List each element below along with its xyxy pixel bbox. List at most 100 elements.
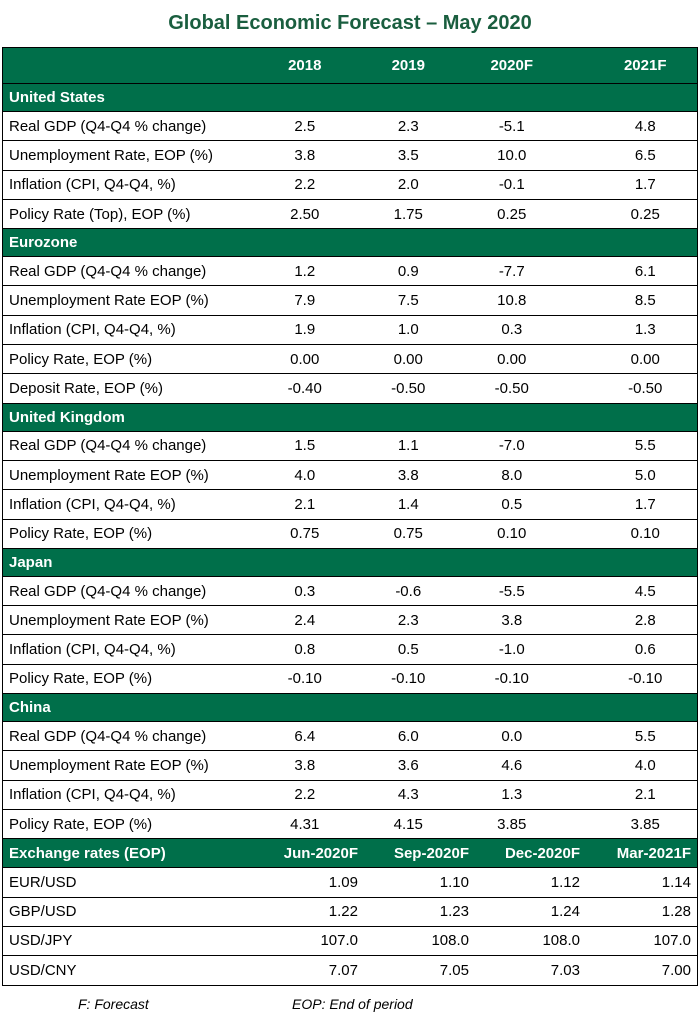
fx-period: Dec-2020F [504, 844, 580, 862]
row-value: 0.00 [290, 350, 320, 368]
row-value: 6.1 [634, 262, 656, 280]
row-value: 1.1 [397, 437, 419, 455]
row-label: Unemployment Rate EOP (%) [9, 292, 209, 310]
row-value: -1.0 [498, 641, 525, 659]
fx-row: USD/CNY 7.07 7.05 7.03 7.00 [3, 956, 697, 985]
row-value: 7.5 [397, 292, 419, 310]
row-value: 0.10 [497, 525, 527, 543]
row-value: -0.6 [395, 582, 422, 600]
row-label: Unemployment Rate EOP (%) [9, 466, 209, 484]
fx-row: EUR/USD 1.09 1.10 1.12 1.14 [3, 868, 697, 898]
row-value: -5.5 [498, 582, 525, 600]
row-value: 2.2 [294, 786, 316, 804]
fx-pair: GBP/USD [9, 903, 77, 921]
row-value: 3.8 [397, 466, 419, 484]
row-value: 3.6 [397, 756, 419, 774]
fx-value: 7.07 [328, 962, 358, 980]
row-value: -0.10 [287, 670, 322, 688]
row-value: 1.5 [294, 437, 316, 455]
table-row: Unemployment Rate EOP (%) 2.4 2.3 3.8 2.8 [3, 606, 697, 636]
table-row: Policy Rate, EOP (%) -0.10 -0.10 -0.10 -0.10 [3, 665, 697, 695]
section-name: United Kingdom [9, 408, 125, 426]
table-row: Real GDP (Q4-Q4 % change) 1.2 0.9 -7.7 6.1 [3, 257, 697, 287]
row-value: 2.8 [634, 611, 656, 629]
section-name: Eurozone [9, 234, 78, 252]
row-label: Inflation (CPI, Q4-Q4, %) [9, 495, 176, 513]
table-row: Inflation (CPI, Q4-Q4, %) 2.2 2.0 -0.1 1.7 [3, 171, 697, 200]
row-label: Unemployment Rate, EOP (%) [9, 146, 213, 164]
row-value: 2.3 [397, 611, 419, 629]
row-value: 4.3 [397, 786, 419, 804]
row-label: Policy Rate, EOP (%) [9, 670, 153, 688]
fx-row: GBP/USD 1.22 1.23 1.24 1.28 [3, 898, 697, 927]
table-row: Unemployment Rate, EOP (%) 3.8 3.5 10.0 6.5 [3, 141, 697, 171]
table-row: Inflation (CPI, Q4-Q4, %) 0.8 0.5 -1.0 0.6 [3, 635, 697, 665]
table-row: Inflation (CPI, Q4-Q4, %) 2.1 1.4 0.5 1.7 [3, 490, 697, 520]
row-value: 0.3 [501, 321, 523, 339]
row-value: 1.7 [634, 495, 656, 513]
table-row: Real GDP (Q4-Q4 % change) 6.4 6.0 0.0 5.5 [3, 722, 697, 752]
row-label: Policy Rate, EOP (%) [9, 525, 153, 543]
row-value: 0.8 [294, 641, 316, 659]
fx-value: 1.14 [661, 873, 691, 891]
row-label: Real GDP (Q4-Q4 % change) [9, 437, 207, 455]
row-value: 0.00 [630, 350, 660, 368]
row-value: 2.1 [294, 495, 316, 513]
row-value: 1.3 [634, 321, 656, 339]
row-value: 4.5 [634, 582, 656, 600]
fx-value: 1.24 [550, 903, 580, 921]
table-row: Policy Rate, EOP (%) 4.31 4.15 3.85 3.85 [3, 810, 697, 840]
row-value: 1.3 [501, 786, 523, 804]
row-value: 6.5 [634, 146, 656, 164]
row-label: Unemployment Rate EOP (%) [9, 611, 209, 629]
row-value: 0.9 [397, 262, 419, 280]
fx-period: Sep-2020F [393, 844, 469, 862]
row-value: 6.0 [397, 727, 419, 745]
section-name: China [9, 699, 51, 717]
table-row: Unemployment Rate EOP (%) 4.0 3.8 8.0 5.0 [3, 461, 697, 491]
row-value: 2.50 [290, 205, 320, 223]
fx-value: 1.10 [439, 873, 469, 891]
row-value: 2.1 [634, 786, 656, 804]
fx-value: 108.0 [542, 932, 580, 950]
fx-value: 1.23 [439, 903, 469, 921]
table-row: Real GDP (Q4-Q4 % change) 1.5 1.1 -7.0 5.5 [3, 432, 697, 461]
section-header-row: Japan [3, 548, 697, 577]
header-year: 2018 [288, 57, 322, 74]
row-value: -0.10 [628, 670, 663, 688]
fx-row: USD/JPY 107.0 108.0 108.0 107.0 [3, 927, 697, 957]
row-label: Policy Rate, EOP (%) [9, 350, 153, 368]
row-value: -0.50 [628, 380, 663, 398]
row-value: 4.0 [634, 756, 656, 774]
row-value: 3.8 [294, 146, 316, 164]
row-value: 1.0 [397, 321, 419, 339]
row-value: 3.5 [397, 146, 419, 164]
row-value: 2.5 [294, 117, 316, 135]
section-header-row: Eurozone [3, 229, 697, 258]
row-value: 2.0 [397, 176, 419, 194]
row-value: 4.31 [290, 815, 320, 833]
row-value: 1.75 [393, 205, 423, 223]
row-value: 0.25 [497, 205, 527, 223]
row-value: -7.7 [498, 262, 525, 280]
fx-pair: USD/JPY [9, 932, 73, 950]
row-value: 6.4 [294, 727, 316, 745]
row-value: 7.9 [294, 292, 316, 310]
fx-period: Mar-2021F [616, 844, 691, 862]
fx-value: 107.0 [320, 932, 358, 950]
row-label: Inflation (CPI, Q4-Q4, %) [9, 176, 176, 194]
section-name: United States [9, 89, 105, 106]
row-value: 10.8 [497, 292, 527, 310]
row-value: 8.5 [634, 292, 656, 310]
row-value: 0.5 [397, 641, 419, 659]
table-row: Policy Rate, EOP (%) 0.75 0.75 0.10 0.10 [3, 520, 697, 549]
header-year: 2019 [391, 57, 425, 74]
row-value: 5.5 [634, 727, 656, 745]
fx-label: Exchange rates (EOP) [9, 844, 166, 862]
table-row: Policy Rate (Top), EOP (%) 2.50 1.75 0.25 0.… [3, 200, 697, 230]
row-value: 0.75 [393, 525, 423, 543]
fx-value: 7.00 [661, 962, 691, 980]
table-row: Policy Rate, EOP (%) 0.00 0.00 0.00 0.00 [3, 345, 697, 375]
row-value: 1.7 [634, 176, 656, 194]
table-row: Real GDP (Q4-Q4 % change) 0.3 -0.6 -5.5 4.5 [3, 577, 697, 607]
